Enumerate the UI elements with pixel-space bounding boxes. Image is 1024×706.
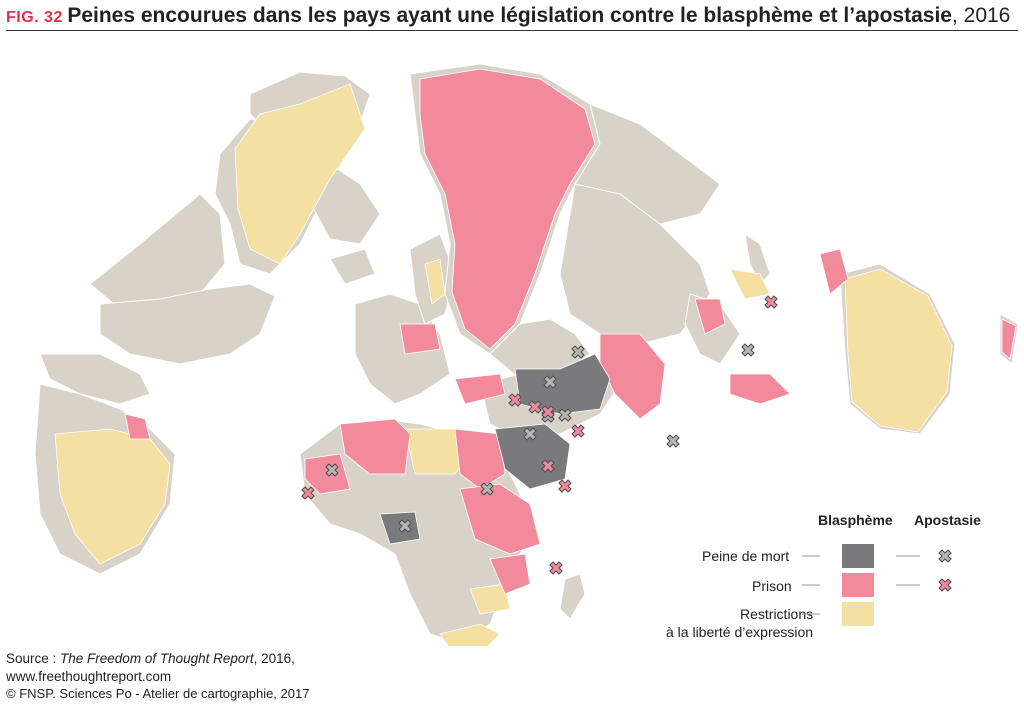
new-zealand-prison: [1001, 318, 1017, 360]
legend-cross-prison-icon: [938, 578, 952, 592]
legend-apostasy-death-cross: [938, 549, 952, 563]
tanzania-prison: [489, 553, 531, 595]
turkey-prison: [454, 373, 506, 405]
legend-apostasy-prison-cross: [938, 578, 952, 592]
apostasy-prison-cross-icon: [558, 479, 572, 493]
apostasy-death-cross-icon: [571, 345, 585, 359]
venezuela-prison: [124, 413, 151, 440]
mexico-central-america: [39, 353, 151, 405]
source-suffix: , 2016,: [253, 651, 295, 666]
legend-swatch-restrictions: [842, 602, 874, 626]
japan: [744, 232, 771, 285]
philippines-prison: [819, 248, 849, 295]
algeria-prison: [339, 418, 411, 475]
figure-header: FIG. 32 Peines encourues dans les pays a…: [6, 4, 1018, 31]
apostasy-prison-cross-icon: [541, 405, 555, 419]
legend-header-blasphemy: Blasphème: [818, 512, 893, 528]
ethiopia-somalia-prison: [459, 483, 541, 555]
apostasy-prison-cross-icon: [541, 459, 555, 473]
credit-note: © FNSP. Sciences Po - Atelier de cartogr…: [6, 686, 310, 701]
australia-restrictions: [844, 268, 953, 433]
source-prefix: Source :: [6, 651, 61, 666]
legend-label-restrictions-2: à la liberté d’expression: [666, 624, 814, 640]
apostasy-death-cross-icon: [558, 408, 572, 422]
apostasy-death-cross-icon: [480, 482, 494, 496]
figure-number: FIG. 32: [6, 9, 63, 26]
apostasy-death-cross-icon: [325, 463, 339, 477]
apostasy-death-cross-icon: [543, 375, 557, 389]
prison-layer: [124, 68, 1017, 595]
south-africa-restrictions: [439, 623, 501, 646]
legend-label-prison: Prison: [752, 578, 792, 594]
iran-afghanistan-death: [514, 353, 611, 415]
apostasy-death-cross-icon: [398, 519, 412, 533]
sweden-restrictions: [424, 258, 446, 305]
apostasy-prison-cross-icon: [764, 295, 778, 309]
figure-title: Peines encourues dans les pays ayant une…: [67, 4, 952, 27]
restrictions-layer: [54, 83, 953, 646]
iceland: [329, 248, 376, 285]
legend-swatch-death: [842, 544, 874, 568]
zambia-restrictions: [469, 583, 511, 615]
apostasy-crosses: [301, 295, 778, 575]
legend-header-apostasy: Apostasie: [914, 512, 981, 528]
source-url: www.freethoughtreport.com: [6, 669, 172, 684]
siberia-east: [574, 103, 721, 225]
apostasy-prison-cross-icon: [301, 486, 315, 500]
saudi-arabia-death: [494, 423, 571, 490]
legend-swatch-prison: [842, 573, 874, 597]
legend-cross-death-icon: [938, 549, 952, 563]
figure-year: , 2016: [951, 4, 1011, 27]
sudan-prison: [454, 428, 506, 490]
apostasy-prison-cross-icon: [571, 424, 585, 438]
world-map: [34, 63, 1019, 646]
source-note: Source : The Freedom of Thought Report, …: [6, 650, 295, 686]
apostasy-prison-cross-icon: [528, 400, 542, 414]
apostasy-prison-cross-icon: [508, 393, 522, 407]
usa: [99, 283, 276, 365]
apostasy-death-cross-icon: [666, 434, 680, 448]
legend-swatches: [802, 544, 952, 626]
madagascar: [559, 573, 586, 620]
india-pakistan-prison: [599, 333, 666, 420]
apostasy-death-cross-icon: [523, 427, 537, 441]
apostasy-prison-cross-icon: [549, 561, 563, 575]
legend-label-death: Peine de mort: [702, 548, 790, 564]
indonesia-prison: [729, 373, 791, 405]
canada-restrictions: [234, 83, 366, 265]
malaysia-prison: [694, 298, 726, 335]
russia-prison: [419, 68, 596, 350]
apostasy-death-cross-icon: [741, 343, 755, 357]
legend-label-restrictions-1: Restrictions: [740, 606, 814, 622]
source-title: The Freedom of Thought Report: [60, 651, 254, 666]
germany-poland-prison: [399, 323, 441, 355]
india-restrictions: [729, 268, 771, 300]
